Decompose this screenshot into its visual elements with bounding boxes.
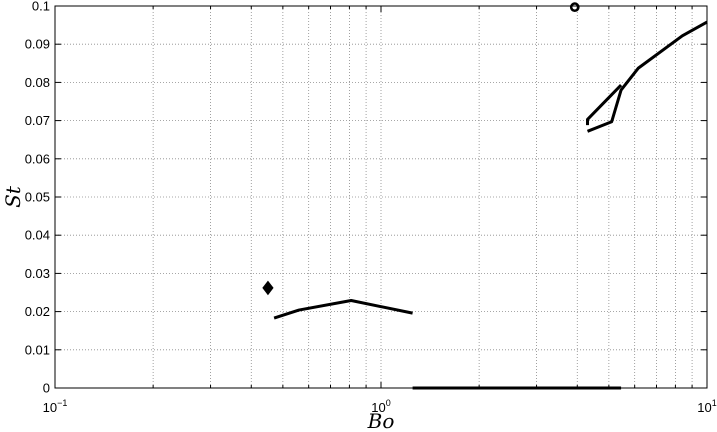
x-axis-label: Bo <box>367 409 395 432</box>
y-axis-label: St <box>1 185 25 208</box>
series-line-mid <box>273 299 413 320</box>
y-tick-label: 0.07 <box>25 113 50 128</box>
x-tick-label: 101 <box>697 398 716 415</box>
circle-marker <box>569 2 580 12</box>
y-tick-label: 0 <box>43 381 50 396</box>
series-line-upper <box>586 20 708 133</box>
y-tick-label: 0.09 <box>25 37 50 52</box>
y-tick-label: 0.01 <box>25 342 50 357</box>
axis-ticks: 0 0.01 0.02 0.03 0.04 0.05 0.06 0.07 0.08 0.09 0.1… <box>25 0 717 415</box>
x-tick-label: 100 <box>371 398 390 415</box>
series <box>273 20 708 390</box>
x-tick-label: 10−1 <box>43 398 68 415</box>
y-tick-label: 0.03 <box>25 266 50 281</box>
y-tick-label: 0.04 <box>25 228 50 243</box>
y-tick-label: 0.1 <box>32 0 50 14</box>
y-tick-label: 0.08 <box>25 75 50 90</box>
grid <box>55 6 707 388</box>
diamond-marker <box>262 280 274 296</box>
y-tick-label: 0.06 <box>25 151 50 166</box>
y-tick-label: 0.02 <box>25 304 50 319</box>
markers <box>262 2 580 296</box>
series-line-upper-inner <box>586 84 623 126</box>
y-tick-label: 0.05 <box>25 190 50 205</box>
